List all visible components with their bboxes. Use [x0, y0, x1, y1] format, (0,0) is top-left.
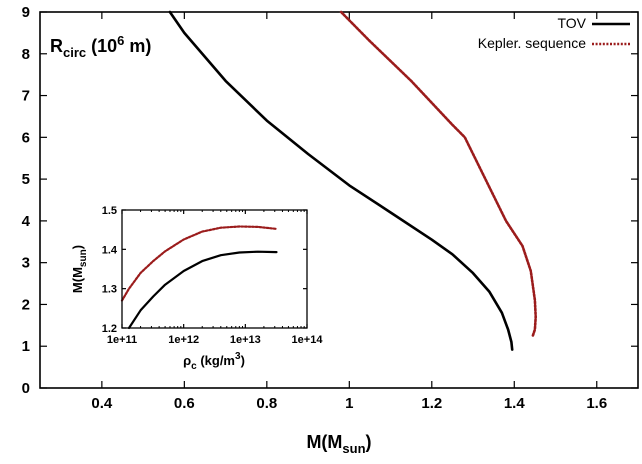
inset-y-label-main: M(M — [70, 267, 85, 293]
inset-y-tick-label: 1.5 — [102, 205, 117, 217]
inset-plot-frame — [121, 209, 308, 329]
main-x-tick-label: 1.2 — [421, 395, 442, 412]
main-x-tick-label: 1 — [345, 395, 353, 412]
main-x-tick-label: 1.4 — [504, 395, 526, 412]
main-y-tick-label: 7 — [22, 88, 30, 105]
main-y-tick-label: 5 — [22, 171, 30, 188]
inset-x-label-symbol: ρ — [183, 353, 191, 368]
main-series-kepler-line — [339, 10, 538, 338]
inset-series-kepler-line — [120, 225, 278, 302]
inset-y-label-close: ) — [70, 245, 85, 249]
main-y-tick-label: 9 — [22, 4, 30, 21]
inset-y-tick-label: 1.4 — [102, 244, 118, 256]
annotation-unit-close: m) — [124, 36, 151, 56]
x-axis-label-close: ) — [366, 432, 372, 452]
main-x-tick-label: 1.6 — [586, 395, 607, 412]
inset-y-tick-label: 1.2 — [102, 323, 117, 335]
annotation-unit-open: (10 — [86, 36, 117, 56]
inset-y-tick-label: 1.3 — [102, 284, 117, 296]
legend-label-kepler: Kepler. sequence — [478, 35, 586, 51]
x-axis-label-main: M(M — [306, 432, 342, 452]
annotation-subscript: circ — [63, 45, 86, 60]
legend-label-tov: TOV — [557, 15, 586, 31]
inset-x-label-subscript: c — [191, 361, 197, 372]
main-y-tick-label: 6 — [22, 129, 30, 146]
main-x-tick-label: 0.8 — [256, 395, 277, 412]
main-y-tick-label: 2 — [22, 296, 30, 313]
inset-y-axis-label: M(Msun) — [70, 245, 89, 293]
inset-x-tick-label: 1e+14 — [292, 334, 324, 346]
main-series — [168, 10, 538, 351]
annotation-superscript: 6 — [117, 33, 124, 48]
inset-y-label-subscript: sun — [78, 249, 89, 267]
main-series-tov-line — [168, 10, 514, 351]
main-x-tick-label: 0.4 — [91, 395, 113, 412]
inset-ticks: 1e+11 1e+12 1e+13 1e+14 1.2 1.3 1.4 1.5 — [102, 205, 324, 346]
inset-x-label-superscript: 3 — [235, 351, 241, 362]
legend: TOV Kepler. sequence — [478, 15, 630, 51]
main-y-tick-label: 0 — [22, 380, 30, 397]
inset-x-tick-label: 1e+11 — [107, 334, 137, 346]
inset-series-tov-line — [127, 250, 278, 330]
main-x-axis-label: M(Msun) — [306, 432, 371, 456]
main-y-tick-label: 1 — [22, 338, 30, 355]
main-x-tick-label: 0.6 — [174, 395, 195, 412]
main-annotation: Rcirc (106 m) — [50, 33, 151, 60]
main-plot-frame — [39, 11, 639, 389]
inset-x-label-open: (kg/m — [197, 353, 235, 368]
inset-series — [120, 225, 278, 330]
x-axis-label-subscript: sun — [342, 441, 365, 456]
inset-x-axis-label: ρc (kg/m3) — [183, 351, 245, 372]
inset-background — [120, 210, 308, 330]
inset-x-tick-label: 1e+13 — [230, 334, 261, 346]
main-y-tick-label: 4 — [22, 213, 31, 230]
inset-x-tick-label: 1e+12 — [168, 334, 199, 346]
inset-x-label-close: ) — [241, 353, 245, 368]
main-ticks: 0.4 0.6 0.8 1 1.2 1.4 1.6 0 1 2 3 4 5 6 7 8 9 — [22, 4, 638, 412]
inset-chart: 1e+11 1e+12 1e+13 1e+14 1.2 1.3 1.4 1.5 ρc (kg/… — [70, 205, 323, 372]
annotation-symbol: R — [50, 36, 63, 56]
main-y-tick-label: 8 — [22, 46, 30, 63]
main-y-tick-label: 3 — [22, 255, 30, 272]
